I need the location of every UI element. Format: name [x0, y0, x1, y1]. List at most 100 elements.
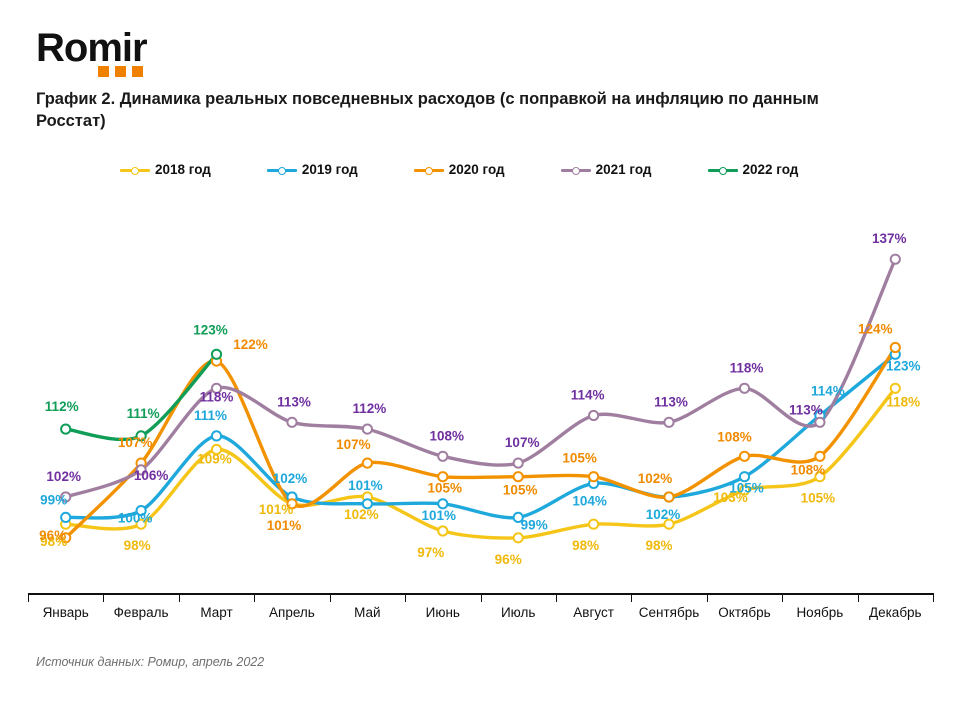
- axis-tick: [254, 593, 256, 602]
- data-point-label: 108%: [430, 428, 465, 443]
- data-point-label: 105%: [729, 481, 764, 496]
- axis-tick: [103, 593, 105, 602]
- data-point[interactable]: [814, 471, 826, 483]
- data-point[interactable]: [210, 430, 223, 442]
- data-point-label: 98%: [572, 538, 599, 553]
- data-point[interactable]: [60, 511, 72, 523]
- data-point[interactable]: [135, 518, 147, 530]
- brand-dot-2: [115, 66, 126, 77]
- data-point[interactable]: [588, 471, 600, 483]
- data-point-label: 101%: [348, 478, 383, 493]
- data-point[interactable]: [135, 464, 147, 476]
- x-axis: Январь Февраль Март Апрель Май Июнь Июль Август…: [28, 593, 934, 633]
- data-point[interactable]: [588, 409, 600, 422]
- legend-item-2021[interactable]: 2021 год: [560, 162, 652, 177]
- legend-label: 2021 год: [595, 162, 652, 177]
- data-point[interactable]: [60, 532, 72, 544]
- brand-dot-3: [132, 66, 143, 77]
- legend-item-2020[interactable]: 2020 год: [413, 162, 505, 177]
- data-point[interactable]: [738, 450, 751, 462]
- data-point-label: 107%: [505, 435, 540, 450]
- chart-plot-area: 98% 98% 109% 101% 102% 97% 96% 98% 98% 103% 105% 11…: [0, 195, 960, 595]
- brand-dots-decoration: [98, 66, 143, 77]
- axis-tick: [782, 593, 784, 602]
- data-point[interactable]: [60, 423, 72, 435]
- legend-label: 2018 год: [155, 162, 211, 177]
- axis-ticks: [28, 593, 934, 602]
- data-point[interactable]: [437, 498, 449, 510]
- data-point[interactable]: [135, 430, 147, 442]
- axis-tick: [933, 593, 934, 602]
- data-point-label: 105%: [503, 483, 538, 498]
- data-point-label: 111%: [194, 408, 227, 423]
- axis-tick: [329, 593, 331, 602]
- legend-label: 2020 год: [448, 162, 505, 177]
- data-point-label: 118%: [886, 394, 920, 409]
- x-axis-label-10: Октябрь: [718, 605, 771, 620]
- legend-item-2018[interactable]: 2018 год: [120, 162, 211, 177]
- chart-svg: 98% 98%109%101% 102%97% 96%98% 98%103% 105%11…: [39, 231, 921, 567]
- legend-item-2022[interactable]: 2022 год: [707, 162, 799, 177]
- data-point-label: 114%: [811, 384, 845, 399]
- source-note: Источник данных: Ромир, апрель 2022: [36, 655, 265, 669]
- data-point-label: 109%: [197, 452, 232, 467]
- data-point[interactable]: [286, 416, 298, 428]
- x-axis-label-6: Июнь: [425, 605, 460, 620]
- data-point[interactable]: [361, 498, 373, 510]
- series-line-2019: [64, 352, 897, 520]
- x-axis-label-2: Февраль: [113, 605, 169, 620]
- data-point[interactable]: [738, 382, 751, 394]
- data-point[interactable]: [361, 457, 373, 469]
- series-line-2020: [64, 345, 897, 540]
- data-point[interactable]: [814, 450, 826, 462]
- data-point-label: 113%: [277, 394, 311, 409]
- data-point-label: 137%: [872, 231, 907, 246]
- data-point[interactable]: [286, 498, 298, 510]
- data-point-label: 105%: [562, 451, 597, 466]
- data-point-label: 99%: [40, 492, 67, 507]
- data-point-label: 118%: [200, 389, 234, 404]
- x-axis-label-11: Ноябрь: [796, 605, 844, 620]
- data-point[interactable]: [361, 423, 373, 435]
- x-axis-label-12: Декабрь: [868, 605, 922, 620]
- data-point[interactable]: [210, 382, 223, 394]
- data-point[interactable]: [738, 471, 751, 483]
- data-point[interactable]: [889, 253, 901, 265]
- data-point-label: 102%: [638, 471, 673, 486]
- series-line-2022: [64, 352, 219, 442]
- data-point[interactable]: [210, 443, 223, 456]
- legend-swatch-icon: [707, 164, 738, 176]
- data-point[interactable]: [60, 491, 72, 503]
- data-point[interactable]: [437, 471, 449, 483]
- data-point[interactable]: [437, 450, 449, 462]
- legend-swatch-icon: [266, 164, 297, 176]
- brand-logo: Romir: [36, 26, 148, 77]
- legend-item-2019[interactable]: 2019 год: [266, 162, 358, 177]
- data-point[interactable]: [889, 382, 901, 394]
- data-point[interactable]: [210, 348, 223, 360]
- data-point[interactable]: [512, 511, 524, 523]
- data-point[interactable]: [512, 457, 524, 469]
- data-point-label: 122%: [233, 337, 268, 352]
- data-point[interactable]: [437, 525, 449, 537]
- data-point-label: 106%: [134, 468, 169, 483]
- data-point-label: 101%: [422, 508, 457, 523]
- data-point[interactable]: [889, 341, 901, 354]
- data-point[interactable]: [588, 518, 600, 530]
- brand-dot-1: [98, 66, 109, 77]
- data-point[interactable]: [738, 484, 751, 496]
- data-point[interactable]: [512, 532, 524, 544]
- data-point[interactable]: [663, 416, 675, 428]
- data-point[interactable]: [512, 471, 524, 483]
- data-point-label: 107%: [118, 435, 153, 450]
- data-point-label: 123%: [886, 358, 921, 373]
- brand-wordmark: Romir: [36, 26, 148, 70]
- data-point-label: 113%: [789, 402, 823, 417]
- axis-tick: [480, 593, 482, 602]
- data-point[interactable]: [663, 491, 675, 503]
- data-point[interactable]: [135, 505, 147, 517]
- data-point[interactable]: [814, 416, 826, 428]
- data-point[interactable]: [663, 518, 675, 530]
- data-point-label: 101%: [267, 518, 302, 533]
- legend-label: 2022 год: [742, 162, 799, 177]
